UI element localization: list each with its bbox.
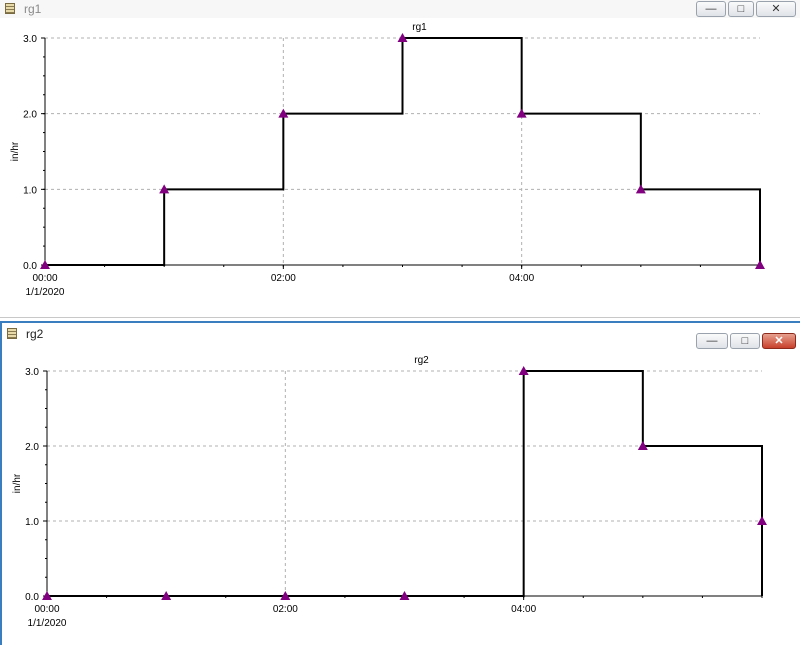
x-tick-label: 04:00 <box>509 273 534 284</box>
rg1-chart: rg1 0.0 1.0 2.0 3.0 00:00 1/1/2020 02:00 04:00 in… <box>10 22 765 298</box>
minimize-button[interactable]: — <box>696 1 726 17</box>
x-tick-label: 02:00 <box>273 604 298 615</box>
title-bar[interactable]: rg2 — □ ✕ <box>2 325 800 349</box>
y-tick-label: 2.0 <box>25 442 39 453</box>
y-tick-label: 3.0 <box>25 367 39 378</box>
data-point-marker <box>755 260 765 269</box>
window-title: rg2 <box>26 327 44 341</box>
rg2-chart: rg2 0.0 1.0 2.0 3.0 00:00 1/1/2020 02:00 04:00 in… <box>12 355 767 629</box>
data-point-marker <box>516 108 527 118</box>
x-tick-sublabel: 1/1/2020 <box>26 287 65 298</box>
data-point-marker <box>397 33 408 42</box>
close-button[interactable]: ✕ <box>762 333 796 349</box>
chart-window-rg1: rg1 — □ ✕ rg1 0.0 1.0 2.0 3.0 00:00 1/1/2020 02… <box>0 0 800 318</box>
data-point-marker <box>399 591 410 600</box>
series-step-line <box>45 37 761 266</box>
x-tick-sublabel: 1/1/2020 <box>28 618 67 629</box>
y-tick-label: 2.0 <box>23 110 37 121</box>
chart-title: rg2 <box>414 355 429 366</box>
minimize-icon: — <box>706 335 718 347</box>
data-point-marker <box>40 260 50 269</box>
chart-window-rg2: rg2 — □ ✕ rg2 0.0 1.0 2.0 3.0 00:00 1/1/2020 02… <box>0 321 800 645</box>
data-point-marker <box>161 591 172 600</box>
y-tick-label: 1.0 <box>25 517 39 528</box>
window-app-icon <box>5 3 15 14</box>
data-point-marker <box>635 184 646 194</box>
data-point-marker <box>280 591 291 600</box>
data-point-marker <box>278 108 289 118</box>
close-icon: ✕ <box>774 335 784 347</box>
y-axis-label: in/hr <box>12 473 23 493</box>
data-point-marker <box>42 591 52 600</box>
maximize-button[interactable]: □ <box>728 1 754 17</box>
maximize-icon: □ <box>737 3 745 15</box>
data-point-marker <box>159 184 170 194</box>
close-button[interactable]: ✕ <box>756 1 796 17</box>
y-tick-label: 3.0 <box>23 34 37 45</box>
chart-title: rg1 <box>412 22 427 33</box>
title-bar[interactable]: rg1 — □ ✕ <box>0 0 800 18</box>
y-tick-label: 0.0 <box>23 261 37 272</box>
series-step-line <box>47 370 763 597</box>
window-app-icon <box>7 328 17 339</box>
window-title: rg1 <box>24 2 42 16</box>
x-tick-label: 04:00 <box>511 604 536 615</box>
data-point-marker <box>637 441 648 450</box>
close-icon: ✕ <box>771 3 781 15</box>
x-tick-label: 02:00 <box>271 273 296 284</box>
x-tick-label: 00:00 <box>32 273 57 284</box>
minimize-button[interactable]: — <box>696 333 728 349</box>
minimize-icon: — <box>705 3 717 15</box>
y-tick-label: 0.0 <box>25 592 39 603</box>
x-tick-label: 00:00 <box>34 604 59 615</box>
y-tick-label: 1.0 <box>23 185 37 196</box>
data-point-marker <box>518 366 529 375</box>
maximize-button[interactable]: □ <box>730 333 760 349</box>
maximize-icon: □ <box>741 335 749 347</box>
data-point-marker <box>757 516 767 525</box>
y-axis-label: in/hr <box>10 141 21 161</box>
